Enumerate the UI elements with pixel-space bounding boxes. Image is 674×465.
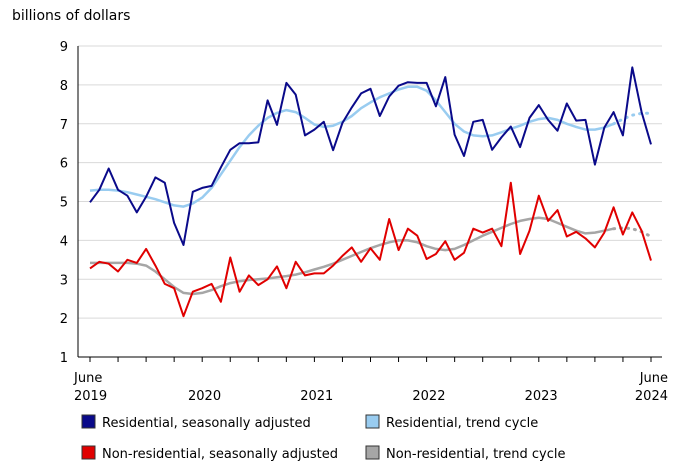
x-year-label-2020: 2020	[188, 389, 221, 404]
y-tick-label-5: 5	[60, 196, 68, 211]
legend-swatch-nonresidential-trend	[365, 445, 380, 460]
y-tick-label-7: 7	[60, 118, 68, 133]
series-line-dotted-non-residential-trend-cycle	[612, 226, 653, 238]
series-line-non-residential-seasonally-adjusted	[89, 181, 652, 318]
x-end-year-label: 2024	[635, 389, 668, 404]
x-axis-labels: June 2019 June 2024 2020 2021 2022 2023	[73, 371, 668, 404]
series-line-non-residential-trend-cycle	[90, 216, 614, 296]
y-tick-label-3: 3	[60, 273, 68, 288]
legend-label-nonresidential-trend: Non-residential, trend cycle	[386, 447, 565, 462]
y-tick-label-9: 9	[60, 40, 68, 55]
x-start-month-label: June	[73, 371, 102, 386]
y-tick-label-1: 1	[60, 351, 68, 366]
legend-swatch-nonresidential-sa	[81, 445, 96, 460]
x-end-month-label: June	[639, 371, 668, 386]
legend-swatch-residential-sa	[81, 414, 96, 429]
x-year-label-2021: 2021	[300, 389, 333, 404]
legend-item-residential-sa: Residential, seasonally adjusted	[81, 414, 311, 431]
series-line-residential-seasonally-adjusted	[89, 66, 652, 246]
gridlines	[78, 45, 662, 319]
series-lines	[89, 66, 653, 318]
legend-item-residential-trend: Residential, trend cycle	[365, 414, 538, 431]
legend-item-nonresidential-sa: Non-residential, seasonally adjusted	[81, 445, 338, 462]
x-start-year-label: 2019	[74, 389, 107, 404]
series-line-dotted-residential-trend-cycle	[612, 111, 653, 126]
legend-swatch-residential-trend	[365, 414, 380, 429]
x-year-label-2023: 2023	[525, 389, 558, 404]
legend-label-residential-sa: Residential, seasonally adjusted	[102, 416, 311, 431]
y-tick-label-2: 2	[60, 312, 68, 327]
y-axis-label: billions of dollars	[12, 8, 130, 24]
series-line-residential-trend-cycle	[89, 85, 615, 208]
legend: Residential, seasonally adjusted Residen…	[81, 414, 565, 462]
y-tick-label-8: 8	[60, 79, 68, 94]
legend-label-residential-trend: Residential, trend cycle	[386, 416, 538, 431]
y-tick-label-4: 4	[60, 234, 68, 249]
legend-item-nonresidential-trend: Non-residential, trend cycle	[365, 445, 565, 462]
legend-label-nonresidential-sa: Non-residential, seasonally adjusted	[102, 447, 338, 462]
axes	[77, 46, 662, 362]
x-year-label-2022: 2022	[412, 389, 445, 404]
y-tick-label-6: 6	[60, 157, 68, 172]
y-tick-labels: 1 2 3 4 5 6 7 8 9	[60, 40, 68, 366]
